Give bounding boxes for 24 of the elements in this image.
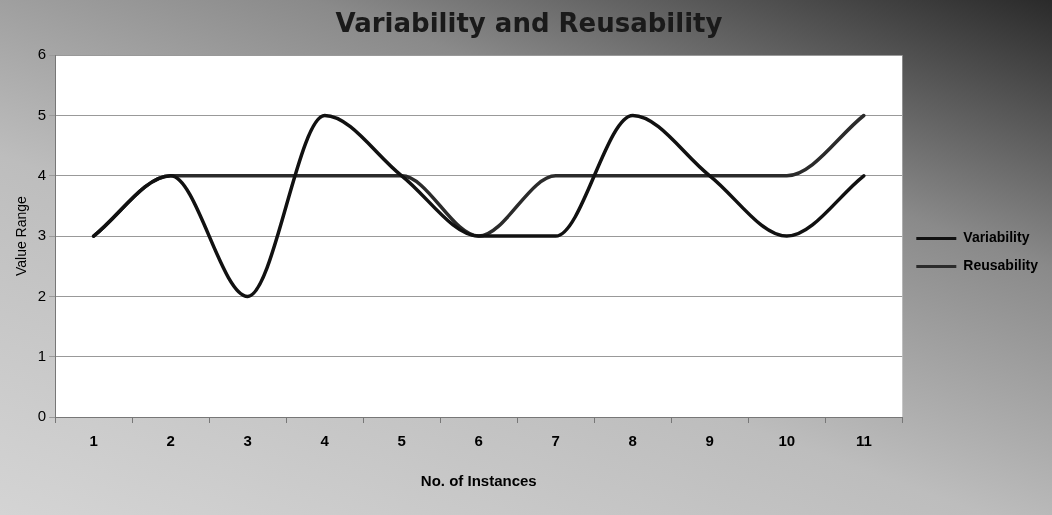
x-tick-label: 5 bbox=[397, 432, 406, 450]
chart-title: Variability and Reusability bbox=[335, 8, 723, 39]
x-tick-label: 3 bbox=[243, 432, 252, 450]
x-tick-label: 10 bbox=[778, 432, 796, 450]
y-tick-label: 6 bbox=[37, 45, 47, 63]
y-tick-label: 4 bbox=[37, 165, 47, 183]
x-tick-label: 4 bbox=[320, 432, 330, 450]
y-axis-title: Value Range bbox=[13, 195, 30, 277]
y-tick-label: 0 bbox=[37, 407, 47, 425]
x-axis-title: No. of Instances bbox=[420, 472, 537, 490]
y-tick-label: 3 bbox=[37, 226, 47, 244]
x-tick-label: 11 bbox=[855, 432, 872, 450]
y-tick-label: 2 bbox=[37, 286, 47, 304]
legend-label: Reusability bbox=[963, 257, 1039, 274]
legend-label: Variability bbox=[963, 229, 1030, 246]
y-tick-label: 1 bbox=[37, 346, 47, 364]
x-tick-label: 2 bbox=[166, 432, 175, 450]
y-tick-label: 5 bbox=[37, 105, 47, 123]
x-tick-label: 6 bbox=[474, 432, 483, 450]
x-tick-label: 7 bbox=[551, 432, 560, 450]
line-series bbox=[91, 113, 866, 299]
x-tick-label: 9 bbox=[705, 432, 714, 450]
x-tick-label: 8 bbox=[628, 432, 637, 450]
x-tick-label: 1 bbox=[89, 432, 98, 450]
